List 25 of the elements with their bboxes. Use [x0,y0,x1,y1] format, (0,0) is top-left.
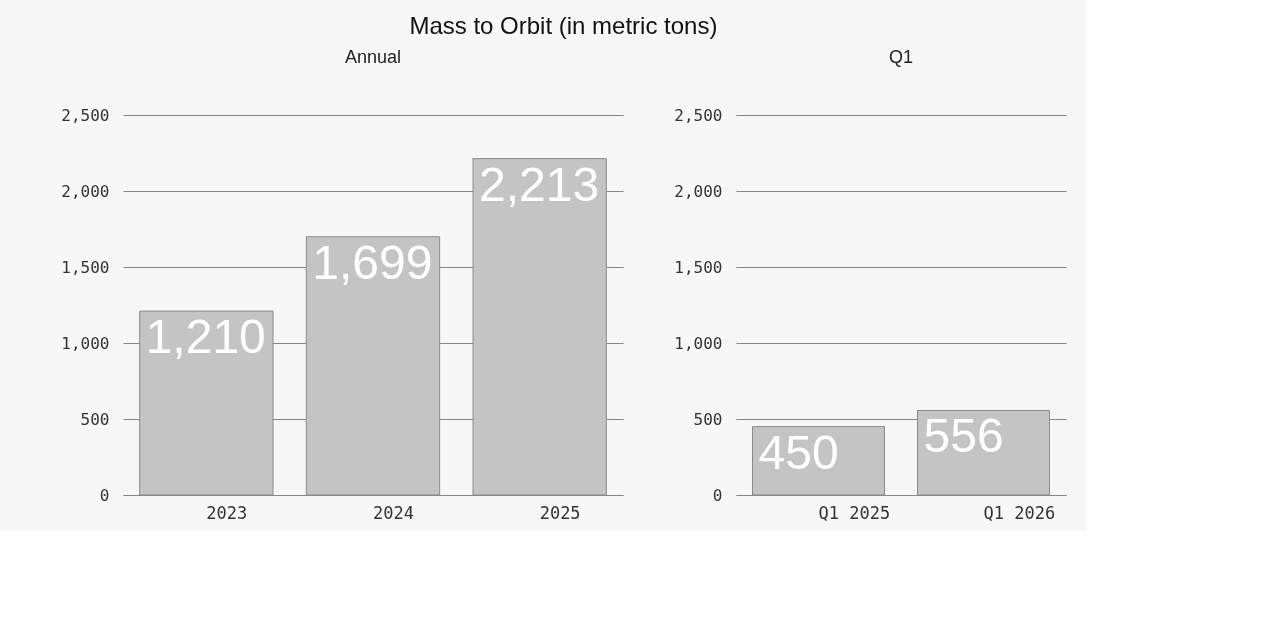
y-tick-label: 1,500 [674,257,723,277]
data-label: 1,210 [145,310,266,364]
y-tick-label: 0 [99,485,110,505]
x-tick-label: Q1 2025 [818,502,891,523]
y-tick-label: 1,500 [61,257,110,277]
y-tick-label: 500 [693,409,723,429]
chart-title: Mass to Orbit (in metric tons) [409,12,718,39]
y-tick-label: 500 [80,409,110,429]
data-label: 450 [758,425,839,479]
data-label: 556 [923,409,1004,463]
x-tick-label: 2025 [539,502,581,523]
chart-subtitle: Q1 [888,47,914,67]
data-label: 2,213 [479,157,600,211]
chart-subtitle: Annual [344,47,402,67]
x-tick-label: 2024 [373,502,414,523]
data-label: 1,699 [312,235,433,289]
y-tick-label: 1,000 [674,333,723,353]
y-tick-label: 0 [712,485,723,505]
y-tick-label: 2,000 [674,181,723,201]
y-tick-label: 2,500 [674,105,723,125]
y-tick-label: 1,000 [61,333,110,353]
x-tick-label: 2023 [206,502,248,523]
y-tick-label: 2,500 [61,105,110,125]
x-tick-label: Q1 2026 [983,502,1056,523]
y-tick-label: 2,000 [61,181,110,201]
